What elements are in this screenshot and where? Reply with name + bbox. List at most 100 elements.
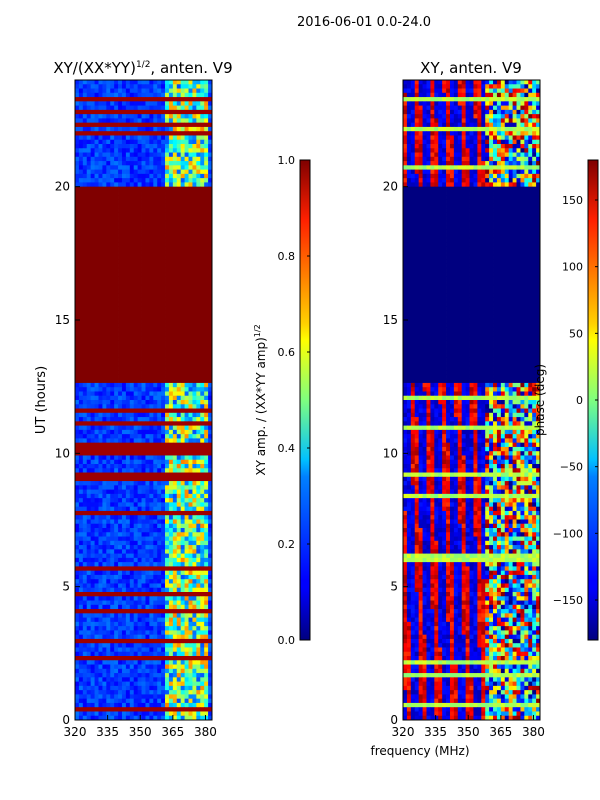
heatmap-cell	[78, 549, 84, 554]
heatmap-cell	[106, 660, 111, 665]
heatmap-cell	[106, 195, 111, 200]
heatmap-cell	[110, 587, 115, 593]
heatmap-cell	[86, 233, 92, 239]
heatmap-cell	[188, 412, 193, 418]
heatmap-cell	[129, 685, 135, 691]
heatmap-cell	[94, 400, 99, 405]
heatmap-cell	[133, 370, 139, 375]
heatmap-cell	[172, 434, 178, 439]
heatmap-cell	[192, 263, 197, 269]
heatmap-cell	[184, 617, 189, 623]
heatmap-cell	[165, 105, 170, 111]
heatmap-cell	[102, 152, 107, 158]
heatmap-cell	[78, 493, 84, 499]
heatmap-cell	[204, 510, 209, 516]
heatmap-cell	[86, 621, 92, 627]
heatmap-cell	[102, 562, 107, 567]
heatmap-cell	[165, 156, 170, 162]
heatmap-cell	[102, 387, 107, 392]
heatmap-cell	[157, 404, 162, 409]
heatmap-cell	[168, 88, 174, 94]
heatmap-cell	[82, 84, 88, 89]
heatmap-cell	[153, 97, 158, 102]
heatmap-cell	[82, 114, 88, 119]
heatmap-cell	[208, 493, 213, 499]
heatmap-cell	[208, 348, 213, 354]
heatmap-cell	[165, 557, 170, 563]
heatmap-cell	[196, 660, 201, 665]
heatmap-cell	[161, 451, 166, 456]
heatmap-cell	[82, 395, 88, 401]
heatmap-cell	[75, 233, 80, 239]
heatmap-cell	[208, 208, 213, 213]
heatmap-cell	[129, 391, 135, 397]
heatmap-cell	[153, 438, 158, 444]
heatmap-cell	[157, 596, 162, 601]
heatmap-cell	[149, 438, 154, 444]
heatmap-cell	[118, 545, 123, 550]
heatmap-cell	[172, 165, 178, 170]
heatmap-cell	[184, 557, 189, 563]
heatmap-cell	[161, 532, 166, 537]
heatmap-cell	[82, 190, 88, 196]
heatmap-cell	[153, 344, 158, 350]
heatmap-cell	[161, 464, 166, 469]
heatmap-cell	[98, 536, 103, 542]
heatmap-cell	[102, 118, 107, 124]
heatmap-cell	[141, 438, 146, 444]
heatmap-cell	[149, 557, 154, 563]
heatmap-cell	[125, 254, 131, 260]
heatmap-cell	[86, 570, 92, 576]
heatmap-cell	[176, 182, 182, 188]
heatmap-cell	[118, 446, 123, 452]
heatmap-cell	[188, 88, 193, 94]
heatmap-cell	[176, 250, 182, 256]
heatmap-cell	[208, 451, 213, 456]
heatmap-cell	[141, 493, 146, 499]
heatmap-cell	[86, 156, 92, 162]
heatmap-cell	[188, 293, 193, 298]
heatmap-cell	[118, 208, 123, 213]
heatmap-cell	[98, 169, 103, 175]
heatmap-cell	[137, 109, 142, 115]
heatmap-cell	[82, 604, 88, 610]
heatmap-cell	[141, 374, 146, 380]
heatmap-cell	[165, 263, 170, 269]
heatmap-cell	[98, 267, 103, 273]
heatmap-cell	[157, 327, 162, 333]
heatmap-cell	[149, 156, 154, 162]
heatmap-cell	[125, 455, 131, 461]
heatmap-cell	[157, 600, 162, 606]
heatmap-cell	[145, 246, 150, 252]
heatmap-cell	[106, 289, 111, 294]
heatmap-cell	[161, 536, 166, 542]
heatmap-cell	[208, 225, 213, 230]
heatmap-cell	[200, 668, 205, 674]
heatmap-cell	[161, 515, 166, 520]
heatmap-cell	[157, 280, 162, 286]
heatmap-cell	[106, 126, 111, 132]
heatmap-cell	[204, 97, 209, 102]
heatmap-cell	[98, 574, 103, 580]
heatmap-cell	[118, 297, 123, 303]
heatmap-cell	[200, 604, 205, 610]
heatmap-cell	[78, 382, 84, 388]
heatmap-cell	[133, 220, 139, 226]
heatmap-cell	[106, 434, 111, 439]
heatmap-cell	[168, 186, 174, 192]
heatmap-cell	[110, 186, 115, 192]
heatmap-cell	[196, 254, 201, 260]
heatmap-cell	[141, 348, 146, 354]
heatmap-cell	[110, 259, 115, 264]
heatmap-cell	[165, 621, 170, 627]
heatmap-cell	[172, 451, 178, 456]
heatmap-cell	[98, 464, 103, 469]
heatmap-cell	[78, 135, 84, 141]
heatmap-cell	[86, 532, 92, 537]
heatmap-cell	[188, 97, 193, 102]
heatmap-cell	[161, 596, 166, 601]
heatmap-cell	[121, 528, 127, 533]
heatmap-cell	[82, 656, 88, 661]
heatmap-cell	[94, 173, 99, 179]
heatmap-cell	[161, 566, 166, 572]
